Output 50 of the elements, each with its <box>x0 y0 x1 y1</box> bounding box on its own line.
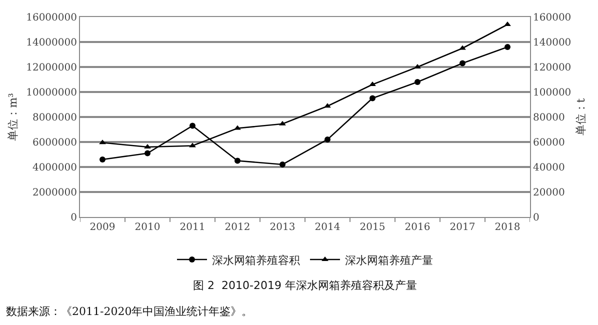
point <box>279 120 286 126</box>
y2-tick-label: 160000 <box>533 12 572 24</box>
y2-tick-label: 100000 <box>533 88 572 98</box>
point <box>460 60 466 66</box>
y2-tick-label: 20000 <box>533 188 565 198</box>
x-tick-label: 2012 <box>224 222 250 233</box>
y2-tick-label: 80000 <box>533 112 565 124</box>
point <box>280 162 286 168</box>
x-tick-label: 2018 <box>494 222 520 233</box>
x-tick-label: 2017 <box>450 222 476 233</box>
x-tick-label: 2010 <box>134 222 160 233</box>
y-axis-title: 单位：m³ <box>6 93 20 141</box>
y-tick-label: 2000000 <box>32 188 77 198</box>
x-tick-label: 2015 <box>360 222 386 233</box>
y-tick-label: 4000000 <box>32 162 77 174</box>
y-tick-label: 6000000 <box>32 138 77 148</box>
y2-tick-label: 60000 <box>533 138 565 148</box>
point <box>324 136 330 142</box>
y2-tick-label: 40000 <box>533 162 565 174</box>
point <box>99 140 106 144</box>
legend-label: 深水网箱养殖产量 <box>345 254 433 267</box>
point <box>190 122 196 129</box>
legend-label: 深水网箱养殖容积 <box>212 254 300 267</box>
x-tick-label: 2014 <box>314 222 340 233</box>
point <box>504 44 510 50</box>
point <box>144 150 150 156</box>
point <box>234 158 240 164</box>
y-tick-label: 0 <box>70 212 77 224</box>
y2-tick-label: 0 <box>533 212 540 224</box>
x-tick-label: 2009 <box>90 222 116 233</box>
point <box>189 142 196 148</box>
point <box>370 95 376 102</box>
y2-tick-label: 120000 <box>533 62 572 74</box>
point <box>459 45 466 50</box>
y2-tick-label: 140000 <box>533 38 572 48</box>
x-tick-label: 2013 <box>270 222 296 233</box>
y-tick-label: 14000000 <box>26 38 77 48</box>
y-tick-label: 16000000 <box>26 12 77 24</box>
y-tick-label: 10000000 <box>26 88 77 98</box>
text: 图 2 2010-2019 年深水网箱养殖容积及产量 <box>193 279 417 292</box>
point <box>414 79 420 85</box>
x-tick-label: 2011 <box>180 222 206 233</box>
x-tick-label: 2016 <box>404 222 430 233</box>
point <box>324 103 331 108</box>
source-note: 数据来源：《2011-2020年中国渔业统计年鉴》。 <box>6 305 253 318</box>
y2-axis-title: 单位：t <box>574 98 588 136</box>
point <box>100 156 106 162</box>
y-tick-label: 12000000 <box>26 62 77 74</box>
point <box>234 125 241 130</box>
y-tick-label: 8000000 <box>32 112 77 124</box>
